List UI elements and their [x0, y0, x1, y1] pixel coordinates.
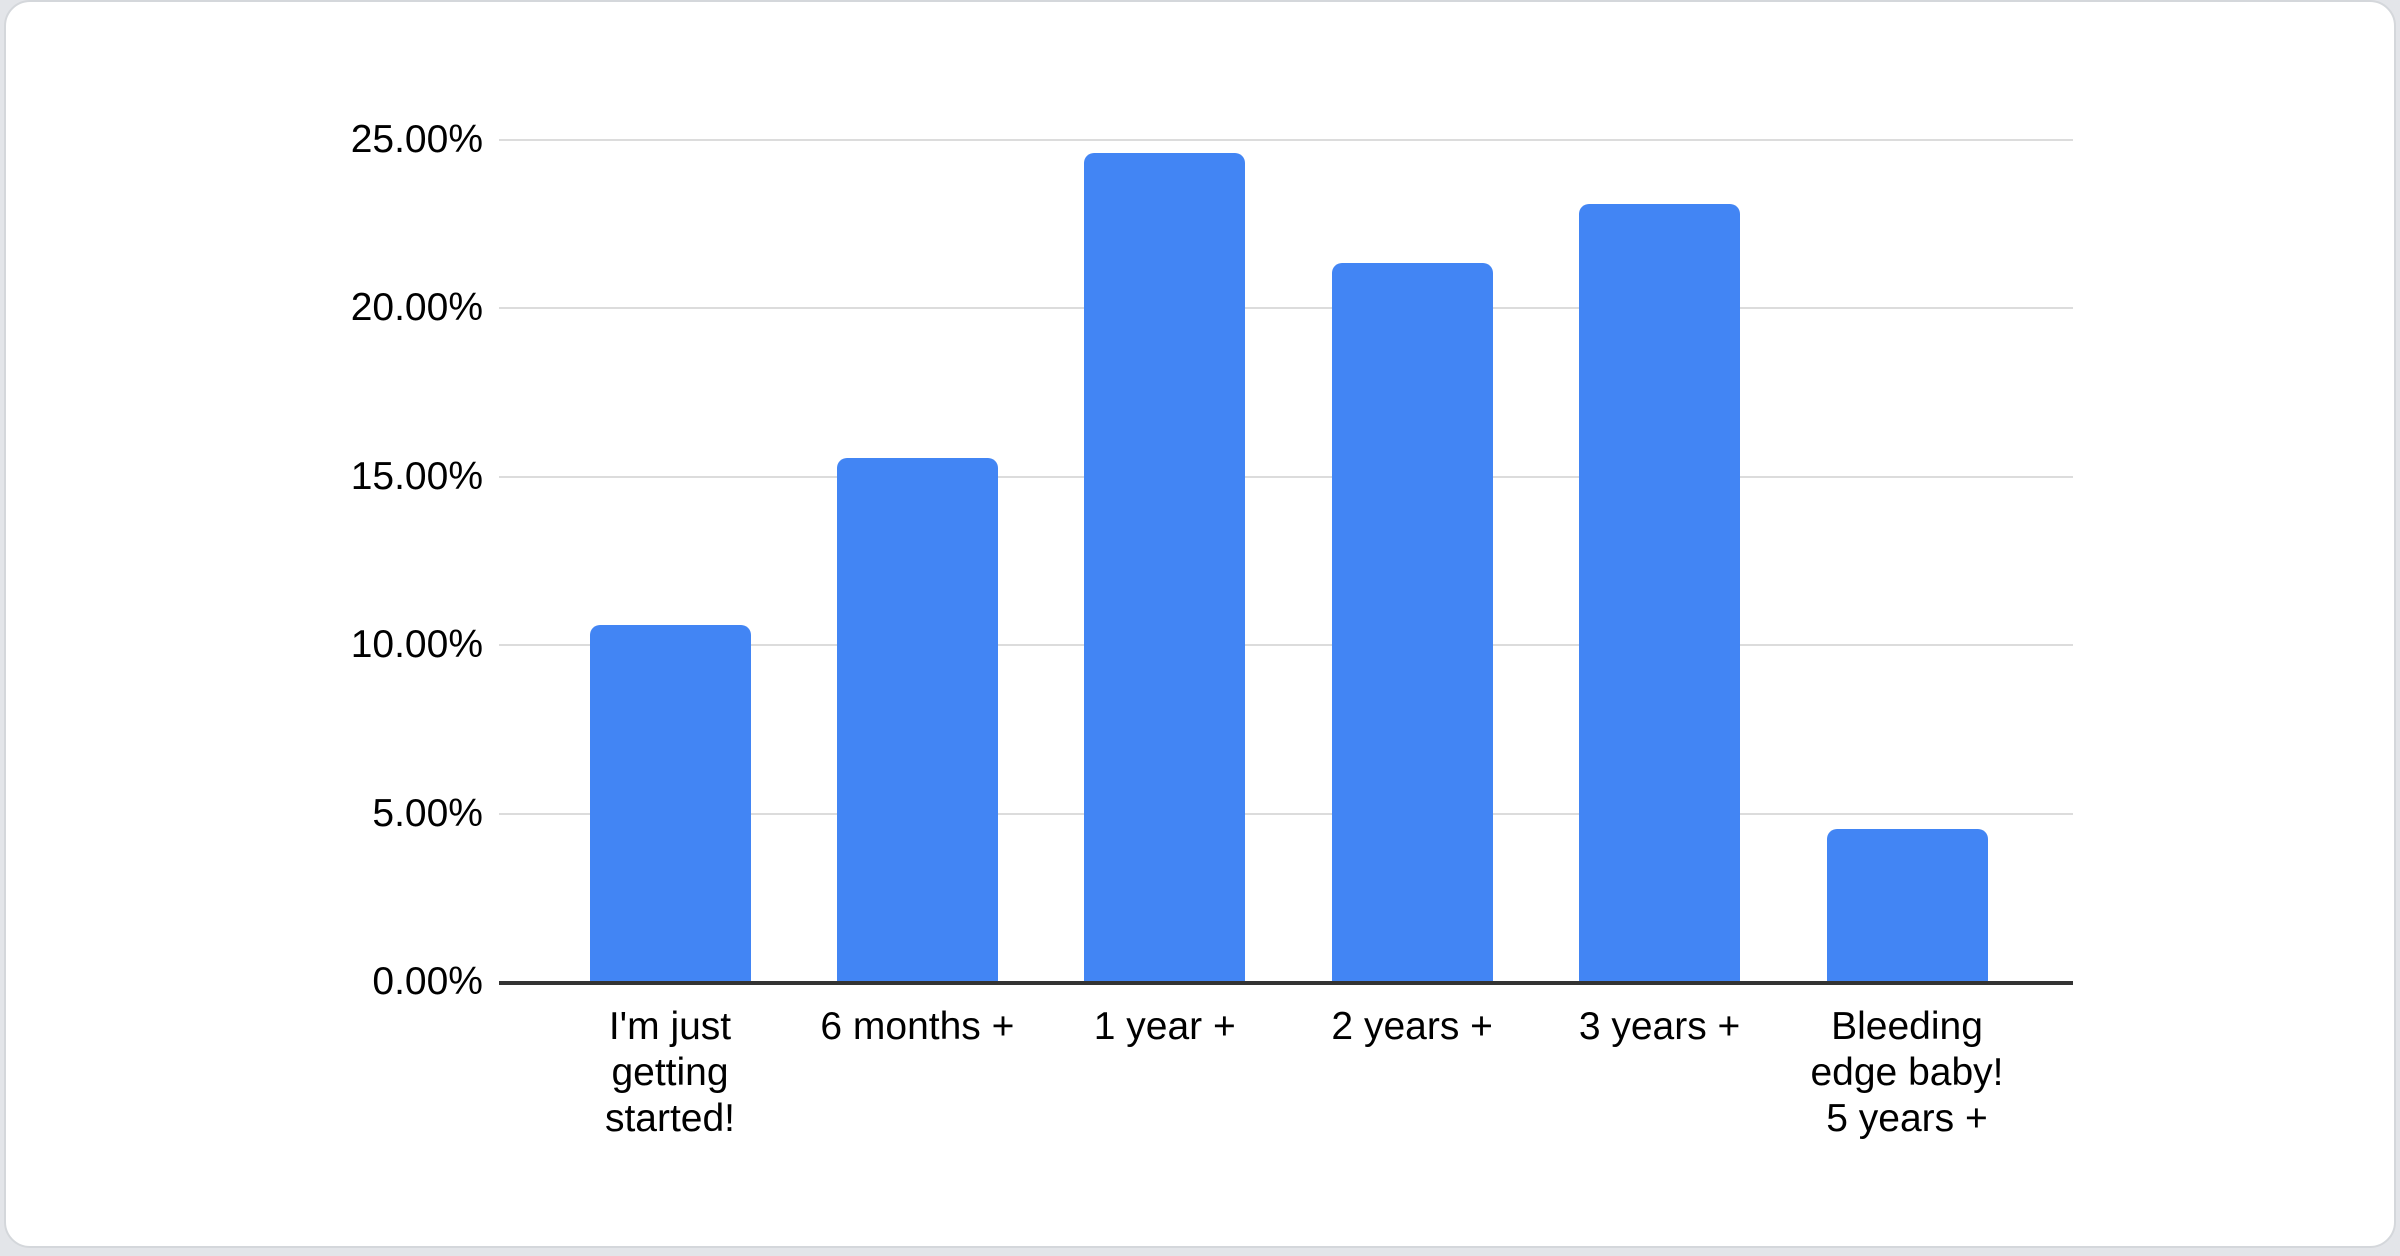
- y-tick-label: 20.00%: [350, 286, 483, 330]
- bar: [1331, 262, 1493, 982]
- gridline: [499, 475, 2073, 478]
- x-category-label: Bleeding edge baby! 5 years +: [1810, 1005, 2004, 1140]
- bar: [836, 458, 998, 982]
- x-category-label: 2 years +: [1331, 1005, 1493, 1048]
- x-category-label: 1 year +: [1093, 1005, 1236, 1048]
- y-tick-label: 10.00%: [350, 623, 483, 667]
- gridline: [499, 644, 2073, 647]
- bar: [1579, 203, 1741, 982]
- x-category-label: 3 years +: [1578, 1005, 1741, 1048]
- y-tick-label: 15.00%: [350, 454, 483, 498]
- x-category-label: I'm just getting started!: [604, 1005, 736, 1140]
- gridline: [499, 307, 2073, 310]
- bar-chart: 0.00% 5.00% 10.00% 15.00% 20.00% 25.00% I'm ju…: [6, 2, 2394, 1246]
- x-axis-line: [499, 981, 2073, 985]
- y-tick-label: 25.00%: [350, 118, 483, 161]
- chart-card: 0.00% 5.00% 10.00% 15.00% 20.00% 25.00% I'm ju…: [4, 0, 2396, 1248]
- x-category-label: 6 months +: [820, 1005, 1015, 1048]
- bar: [1826, 828, 1988, 982]
- gridline: [499, 812, 2073, 815]
- y-tick-label: 5.00%: [372, 791, 483, 835]
- y-tick-label: 0.00%: [372, 960, 483, 1003]
- bar: [1084, 153, 1246, 982]
- gridline: [499, 139, 2073, 141]
- bar: [589, 624, 751, 982]
